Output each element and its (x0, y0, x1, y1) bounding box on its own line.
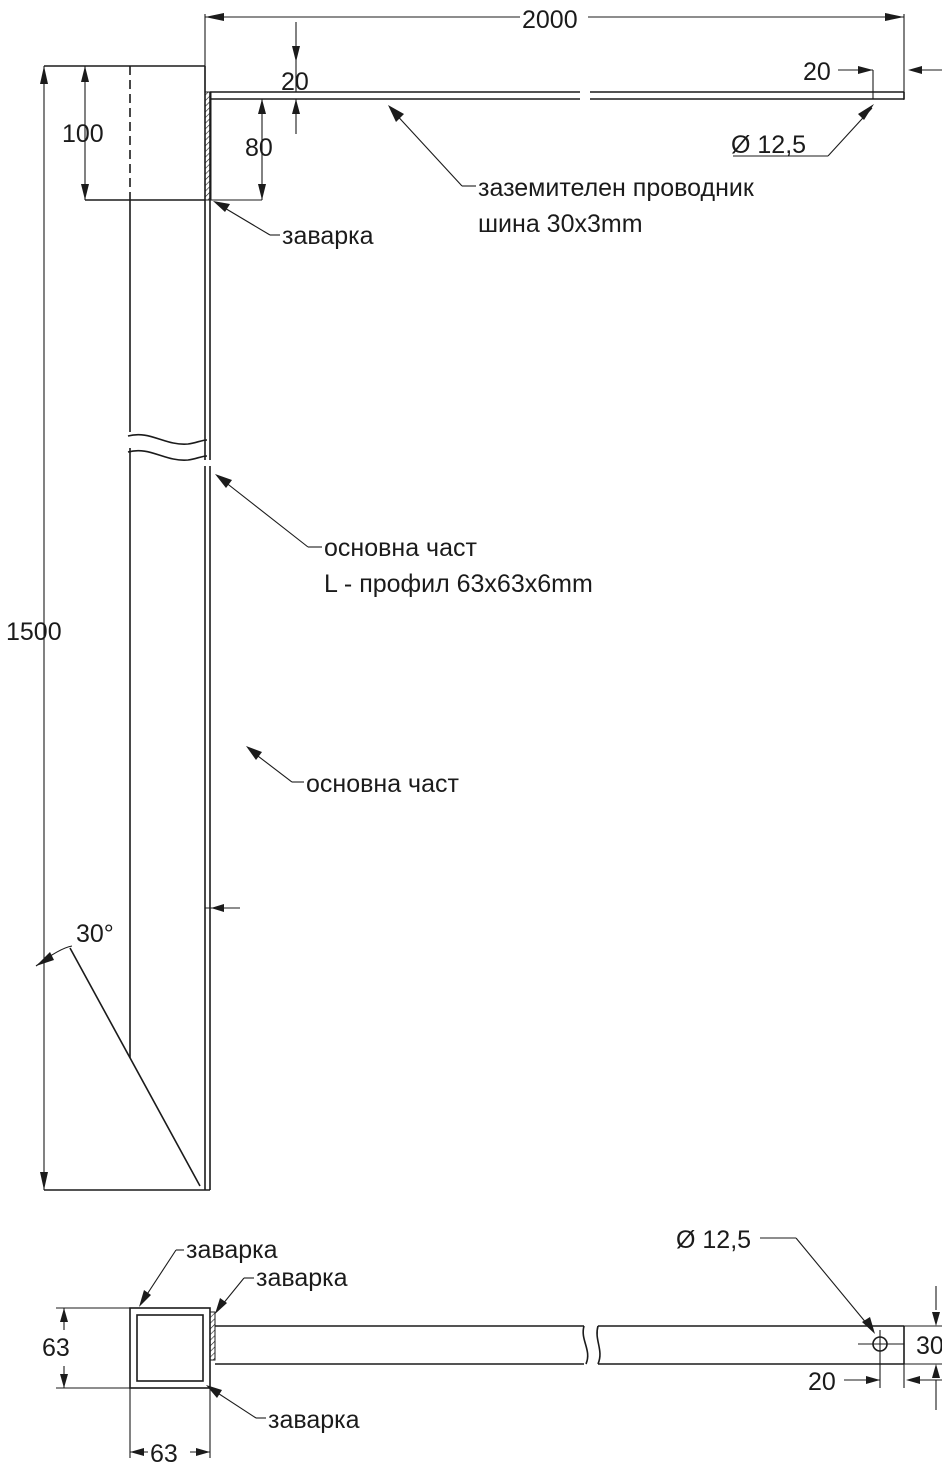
leader-weld-plan-2: заварка (215, 1264, 348, 1314)
leader-main-part: основна част L - профил 63x63x6mm (215, 474, 593, 598)
dim-sleeve-height: 100 (62, 66, 104, 200)
dim-text-63-vertical: 63 (42, 1334, 70, 1362)
dim-end-offset-bottom: 20 (808, 1364, 942, 1396)
leader-conductor: заземителен проводник шина 30x3mm (388, 105, 755, 238)
grounding-bar (210, 70, 905, 100)
label-conductor-2: шина 30x3mm (478, 210, 643, 238)
leader-weld-top: заварка (213, 201, 374, 250)
label-conductor-1: заземителен проводник (478, 174, 755, 202)
profile-inner (136, 1314, 204, 1382)
dim-text-100: 100 (62, 120, 104, 148)
dim-text-20-bar: 20 (281, 68, 309, 96)
label-weld-plan-2: заварка (256, 1264, 348, 1292)
elevation-view: 2000 (6, 6, 942, 1191)
dim-text-hole-bottom: Ø 12,5 (676, 1226, 751, 1254)
dim-total-height: 1500 (6, 66, 62, 1190)
dim-text-30-width: 30 (916, 1332, 942, 1360)
hole-bottom-callout: Ø 12,5 (676, 1226, 875, 1334)
label-weld-plan-3: заварка (268, 1406, 360, 1434)
plan-view: 63 63 30 20 (42, 1226, 942, 1464)
leader-weld-plan-1: заварка (139, 1236, 278, 1307)
label-weld-top: заварка (282, 222, 374, 250)
pole-body (35, 65, 240, 1191)
dim-profile-depth: 63 (42, 1307, 130, 1389)
label-main-part-1: основна част (324, 534, 477, 562)
dim-text-hole-top: Ø 12,5 (731, 131, 806, 159)
hole-top-callout: Ø 12,5 (731, 104, 874, 159)
dim-text-1500: 1500 (6, 618, 62, 646)
weld-top-hatch (204, 91, 212, 201)
label-weld-plan-1: заварка (186, 1236, 278, 1264)
leader-weld-plan-3: заварка (206, 1385, 360, 1434)
dim-text-2000: 2000 (522, 6, 578, 34)
dim-bar-offset: 20 (281, 22, 309, 134)
weld-plan-hatch (209, 1311, 216, 1361)
dim-profile-width: 63 (129, 1388, 211, 1464)
dim-text-30deg: 30° (76, 920, 114, 948)
dim-weld-height: 80 (210, 99, 273, 201)
label-main-part-2: L - профил 63x63x6mm (324, 570, 593, 598)
plan-bar (215, 1325, 905, 1388)
dim-overall-length: 2000 (204, 6, 905, 100)
dim-text-63-horizontal: 63 (150, 1440, 178, 1464)
dim-text-20-right: 20 (803, 58, 831, 86)
profile-outer (129, 1307, 211, 1389)
leader-main-part-lower: основна част (246, 746, 459, 798)
dim-bar-width: 30 (904, 1286, 942, 1410)
label-main-part-lower: основна част (306, 770, 459, 798)
dim-text-20-bottom: 20 (808, 1368, 836, 1396)
dim-end-offset-top: 20 (803, 58, 942, 86)
dim-text-80: 80 (245, 134, 273, 162)
